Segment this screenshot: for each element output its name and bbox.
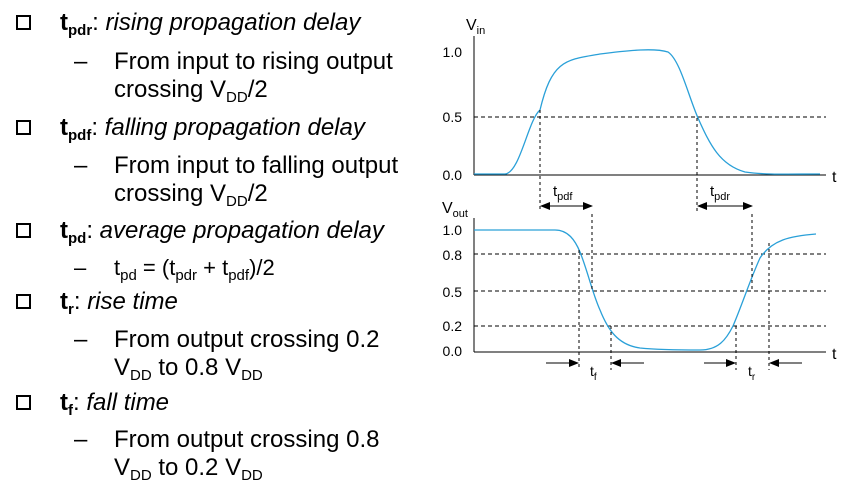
dash: – (74, 426, 88, 453)
symbol: t (60, 9, 68, 36)
detail-tpdf-line2: crossing VDD/2 (114, 180, 268, 211)
vout-tick-0.0: 0.0 (443, 343, 463, 359)
symbol-subscript: pdr (68, 22, 93, 39)
dash: – (74, 255, 87, 280)
formula-d: )/2 (249, 255, 275, 280)
formula-a: t (114, 255, 121, 280)
detail-tr-line2: VDD to 0.8 VDD (114, 354, 263, 385)
detail-line1: From output crossing 0.8 (114, 426, 380, 453)
symbol-subscript: pdf (68, 127, 92, 144)
separator: : (73, 389, 87, 416)
detail-line2-sub: DD (130, 467, 152, 484)
separator: : (86, 217, 100, 244)
vout-tick-0.8: 0.8 (443, 247, 463, 263)
formula-text: tpd = (tpdr + tpdf)/2 (114, 254, 275, 285)
separator: : (73, 288, 88, 315)
vin-tick-0.0: 0.0 (443, 167, 463, 183)
vout-tick-0.5: 0.5 (443, 284, 463, 300)
checkbox-bullet-icon (16, 395, 31, 410)
formula-c-sub: pdf (228, 267, 250, 284)
formula-c: + t (197, 255, 229, 280)
vout-label: Vout (442, 200, 468, 220)
detail-line2-post: /2 (247, 76, 268, 103)
detail-line2-pre: crossing V (114, 76, 227, 103)
symbol: t (60, 288, 68, 315)
dash: – (74, 152, 88, 179)
vin-time-label: t (832, 169, 837, 186)
detail-tpdr-line2: crossing VDD/2 (114, 76, 268, 107)
separator: : (91, 114, 105, 141)
checkbox-bullet-icon (16, 15, 31, 30)
detail-line2-sub2: DD (241, 467, 263, 484)
detail-line2-sub2: DD (241, 367, 263, 384)
symbol: t (60, 114, 68, 141)
tr-label: tr (748, 363, 756, 383)
vout-tick-1.0: 1.0 (443, 222, 463, 238)
detail-line1: From input to falling output (114, 152, 399, 179)
symbol-subscript: pd (68, 230, 87, 247)
tpdf-label: tpdf (553, 183, 573, 203)
tpdr-label: tpdr (710, 183, 730, 203)
checkbox-bullet-icon (16, 223, 31, 238)
detail-line2-mid: to 0.8 V (151, 354, 242, 381)
symbol: t (60, 217, 68, 244)
detail-line2-pre: V (114, 354, 131, 381)
dash: – (74, 326, 88, 353)
detail-tf-line2: VDD to 0.2 VDD (114, 454, 263, 485)
description: rising propagation delay (105, 9, 361, 36)
vout-time-label: t (832, 346, 837, 363)
separator: : (92, 9, 106, 36)
description: average propagation delay (99, 217, 384, 244)
vin-tick-1.0: 1.0 (443, 44, 463, 60)
description: falling propagation delay (104, 114, 365, 141)
vin-tick-0.5: 0.5 (443, 109, 463, 125)
formula-b: = (t (136, 255, 176, 280)
vout-curve (474, 229, 817, 351)
detail-line2-sub: DD (226, 89, 248, 106)
vout-tick-0.2: 0.2 (443, 318, 463, 334)
vin-curve (474, 49, 821, 175)
formula-b-sub: pdr (175, 267, 198, 284)
description: rise time (87, 288, 178, 315)
symbol-subscript: r (68, 301, 74, 318)
detail-line2-sub: DD (226, 193, 248, 210)
detail-line2-pre: crossing V (114, 180, 227, 207)
description: fall time (86, 389, 170, 416)
detail-line1: From output crossing 0.2 (114, 326, 380, 353)
detail-line2-post: /2 (247, 180, 268, 207)
tf-label: tf (590, 363, 597, 383)
formula-a-sub: pd (120, 267, 137, 284)
detail-line2-pre: V (114, 454, 131, 481)
symbol: t (60, 389, 68, 416)
dash: – (74, 48, 88, 75)
detail-line2-mid: to 0.2 V (151, 454, 242, 481)
checkbox-bullet-icon (16, 294, 31, 309)
checkbox-bullet-icon (16, 120, 31, 135)
detail-line1: From input to rising output (114, 48, 393, 75)
detail-line2-sub: DD (130, 367, 152, 384)
vin-label: Vin (466, 17, 485, 37)
symbol-subscript: f (68, 402, 73, 419)
